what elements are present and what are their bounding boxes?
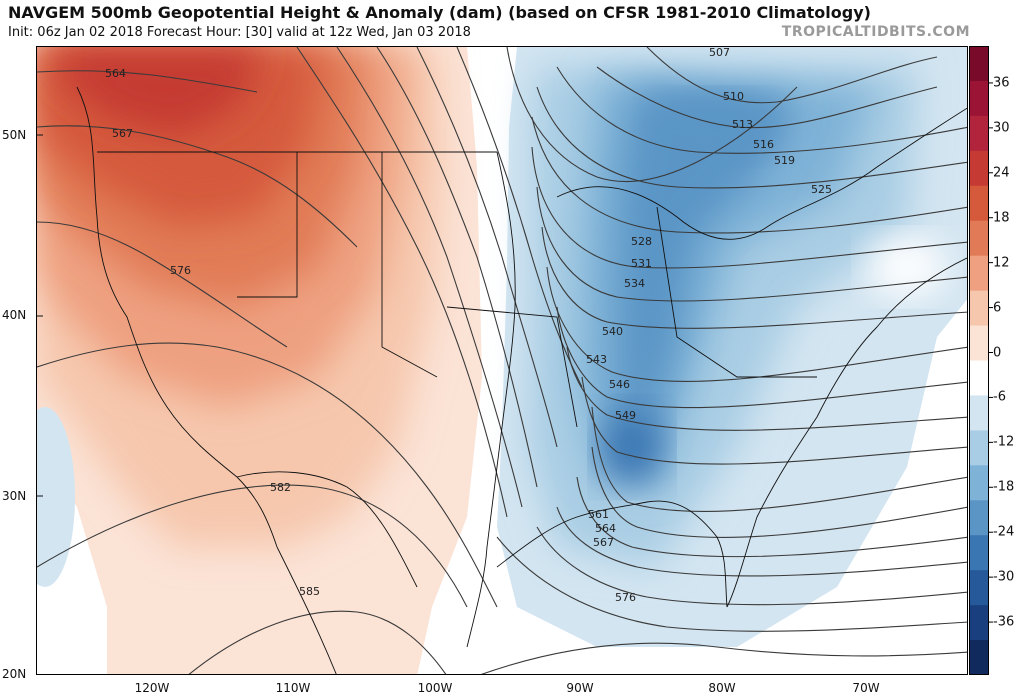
colorbar-tick-label: 6 [993,300,1002,316]
colorbar-tick-label: -12 [993,434,1015,450]
colorbar-segment [969,46,989,82]
contour-label-519: 519 [774,154,795,167]
colorbar-tick-label: -18 [993,479,1015,495]
contour-label-540: 540 [602,325,623,338]
contour-label-549: 549 [615,409,636,422]
anomaly-colorbar [969,46,993,675]
lon-label-70w: 70W [852,681,880,695]
colorbar-segment [969,535,989,571]
lon-label-110w: 110W [275,681,311,695]
colorbar-segment [969,430,989,466]
contour-label-564-west: 564 [105,67,126,80]
lon-label-80w: 80W [708,681,736,695]
colorbar-segment [969,500,989,536]
contour-label-564-east: 564 [595,522,616,535]
contour-label-513: 513 [732,118,753,131]
contour-label-576-east: 576 [615,591,636,604]
contour-label-585: 585 [299,585,320,598]
contour-label-534: 534 [624,277,645,290]
colorbar-segment [969,640,989,675]
lon-label-100w: 100W [417,681,453,695]
colorbar-segment [969,570,989,606]
colorbar-tick-label: 24 [993,165,1010,181]
lon-label-120w: 120W [134,681,170,695]
map-title: NAVGEM 500mb Geopotential Height & Anoma… [8,3,871,22]
colorbar-tick-label: -6 [993,389,1006,405]
lat-label-20n: 20N [2,667,27,681]
colorbar-segment [969,150,989,187]
lat-grid-ticks [37,134,43,497]
contour-label-528: 528 [631,235,652,248]
colorbar-tick-label: -30 [993,569,1015,585]
colorbar-segment [969,185,989,222]
contour-label-567-east: 567 [593,536,614,549]
colorbar-segment [969,465,989,501]
contour-label-576-west: 576 [170,264,191,277]
contour-label-510: 510 [723,90,744,103]
contour-label-507: 507 [709,47,730,59]
colorbar-segment [969,220,989,257]
colorbar-segment [969,255,989,292]
contour-label-531: 531 [631,257,652,270]
colorbar-segment [969,325,989,361]
colorbar-tick-label: 30 [993,120,1010,136]
colorbar-segment [969,115,989,152]
colorbar-tick-label: 18 [993,210,1010,226]
contour-label-582: 582 [270,481,291,494]
contour-label-525: 525 [811,183,832,196]
anomaly-map: 564 567 576 582 585 507 510 513 516 519 … [36,46,968,675]
lat-label-30n: 30N [2,489,27,503]
contour-label-561: 561 [588,508,609,521]
colorbar-segment [969,360,989,396]
colorbar-segment [969,290,989,327]
site-credit: TROPICALTIDBITS.COM [781,24,970,40]
contour-label-516: 516 [753,138,774,151]
lat-label-40n: 40N [2,308,27,322]
colorbar-segment [969,395,989,431]
contour-label-543: 543 [586,353,607,366]
colorbar-border [969,46,989,675]
colorbar-tick-label: -36 [993,614,1015,630]
colorbar-tick-label: -24 [993,524,1015,540]
colorbar-tick-label: 0 [993,345,1002,360]
map-canvas: 564 567 576 582 585 507 510 513 516 519 … [37,47,967,674]
height-contours [37,47,967,674]
colorbar-segment [969,80,989,117]
coastlines-borders [76,86,967,674]
colorbar-segment [969,605,989,641]
lon-label-90w: 90W [566,681,594,695]
anomaly-shading [37,47,967,674]
contour-label-567-west: 567 [112,127,133,140]
forecast-subtitle: Init: 06z Jan 02 2018 Forecast Hour: [30… [8,25,471,40]
colorbar-tick-label: 36 [993,75,1010,91]
lat-label-50n: 50N [2,128,27,142]
contour-label-546: 546 [609,378,630,391]
colorbar-tick-label: 12 [993,255,1010,271]
contour-value-labels: 564 567 576 582 585 507 510 513 516 519 … [105,47,832,604]
